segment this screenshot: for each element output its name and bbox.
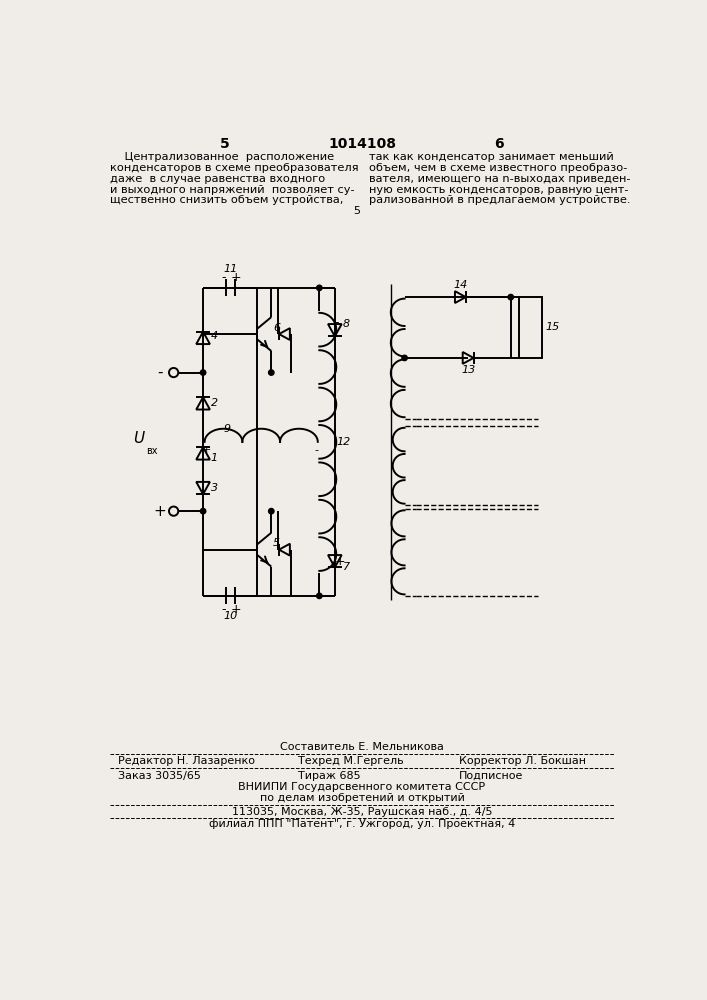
Text: филиал ППП "Патент", г. Ужгород, ул. Проектная, 4: филиал ППП "Патент", г. Ужгород, ул. Про… (209, 819, 515, 829)
Text: Централизованное  расположение: Централизованное расположение (110, 152, 334, 162)
Text: +: + (201, 445, 211, 455)
Text: Заказ 3035/65: Заказ 3035/65 (118, 771, 201, 781)
Bar (518, 297, 542, 358)
Text: -: - (157, 365, 163, 380)
Text: ную емкость конденсаторов, равную цент-: ную емкость конденсаторов, равную цент- (369, 185, 629, 195)
Text: 3: 3 (211, 483, 218, 493)
Circle shape (317, 285, 322, 291)
Text: 1014108: 1014108 (328, 137, 396, 151)
Text: Корректор Л. Бокшан: Корректор Л. Бокшан (459, 756, 586, 766)
Circle shape (269, 370, 274, 375)
Text: по делам изобретений и открытий: по делам изобретений и открытий (259, 793, 464, 803)
Text: 1: 1 (211, 453, 218, 463)
Text: 113035, Москва, Ж-35, Раушская наб., д. 4/5: 113035, Москва, Ж-35, Раушская наб., д. … (232, 807, 492, 817)
Text: 12: 12 (337, 437, 351, 447)
Text: конденсаторов в схеме преобразователя: конденсаторов в схеме преобразователя (110, 163, 358, 173)
Text: Подписное: Подписное (459, 771, 523, 781)
Text: 5: 5 (220, 137, 230, 151)
Text: 6: 6 (273, 323, 280, 333)
Text: -: - (335, 316, 339, 329)
Text: щественно снизить объем устройства,: щественно снизить объем устройства, (110, 195, 344, 205)
Circle shape (200, 370, 206, 375)
Text: и выходного напряжений  позволяет су-: и выходного напряжений позволяет су- (110, 185, 355, 195)
Text: рализованной в предлагаемом устройстве.: рализованной в предлагаемом устройстве. (369, 195, 631, 205)
Text: 4: 4 (211, 331, 218, 341)
Text: 10: 10 (223, 611, 238, 621)
Text: Редактор Н. Лазаренко: Редактор Н. Лазаренко (118, 756, 255, 766)
Text: вх: вх (146, 446, 157, 456)
Text: 11: 11 (223, 264, 238, 274)
Text: 8: 8 (343, 319, 350, 329)
Circle shape (508, 294, 513, 300)
Text: +: + (231, 603, 242, 616)
Circle shape (402, 355, 407, 361)
Text: +: + (335, 555, 346, 568)
Text: даже  в случае равенства входного: даже в случае равенства входного (110, 174, 325, 184)
Text: объем, чем в схеме известного преобразо-: объем, чем в схеме известного преобразо- (369, 163, 627, 173)
Text: 13: 13 (461, 365, 475, 375)
Text: U: U (133, 431, 144, 446)
Text: Техред М.Гергель: Техред М.Гергель (298, 756, 403, 766)
Text: 9: 9 (223, 424, 230, 434)
Text: 5: 5 (273, 538, 280, 548)
Text: 15: 15 (546, 322, 560, 332)
Text: 14: 14 (453, 280, 467, 290)
Text: 6: 6 (494, 137, 504, 151)
Text: Составитель Е. Мельникова: Составитель Е. Мельникова (280, 742, 444, 752)
Circle shape (200, 508, 206, 514)
Text: так как конденсатор занимает меньший: так как конденсатор занимает меньший (369, 152, 614, 162)
Text: 7: 7 (343, 562, 350, 572)
Text: +: + (231, 271, 242, 284)
Circle shape (317, 593, 322, 599)
Text: вателя, имеющего на n-выходах приведен-: вателя, имеющего на n-выходах приведен- (369, 174, 631, 184)
Text: -: - (222, 603, 226, 616)
Text: -: - (222, 271, 226, 284)
Text: 5: 5 (353, 206, 360, 216)
Text: 2: 2 (211, 398, 218, 408)
Circle shape (269, 508, 274, 514)
Text: ВНИИПИ Государсвенного комитета СССР: ВНИИПИ Государсвенного комитета СССР (238, 782, 486, 792)
Text: Тираж 685: Тираж 685 (298, 771, 361, 781)
Text: +: + (153, 504, 166, 519)
Text: -: - (314, 445, 318, 455)
